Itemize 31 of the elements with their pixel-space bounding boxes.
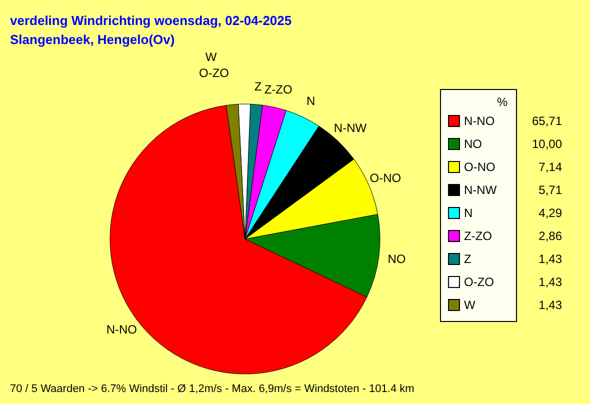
legend-label: W [464, 298, 476, 312]
legend-title: % [497, 95, 508, 109]
legend-label: O-NO [464, 160, 496, 174]
data-label: 10,00 [532, 137, 562, 151]
chart-title: verdeling Windrichting woensdag, 02-04-2025 [10, 13, 292, 28]
data-label: 5,71 [538, 183, 562, 197]
slice-label: N [306, 94, 316, 108]
data-label: 1,43 [538, 252, 562, 266]
data-label: 1,43 [538, 275, 562, 289]
data-label: 2,86 [538, 229, 562, 243]
data-label: 7,14 [538, 160, 562, 174]
legend-label: NO [464, 137, 482, 151]
data-label: 4,29 [538, 206, 562, 220]
slice-label: N-NO [106, 322, 137, 337]
chart-subtitle: Slangenbeek, Hengelo(Ov) [10, 32, 175, 48]
slice-label: O-ZO [198, 66, 229, 80]
slice-label: Z-ZO [264, 82, 292, 97]
data-label: 65,71 [532, 114, 562, 128]
slice-label: O-NO [370, 171, 402, 186]
slice-label: Z [254, 80, 262, 94]
legend-label: Z-ZO [464, 229, 492, 243]
legend-label: Z [464, 252, 472, 266]
slice-label: NO [388, 252, 406, 266]
slice-label: W [205, 50, 218, 64]
legend-label: O-ZO [464, 275, 494, 289]
legend-label: N [464, 206, 473, 220]
legend-label: N-NO [464, 114, 495, 128]
data-label: 1,43 [538, 298, 562, 312]
legend-label: N-NW [464, 183, 498, 197]
slice-label: N-NW [334, 120, 368, 135]
text: 70 / 5 Waarden -> 6.7% Windstil - Ø 1,2m/s - Max. 6,9m/s = Windstoten - 101.4 km [10, 383, 414, 395]
